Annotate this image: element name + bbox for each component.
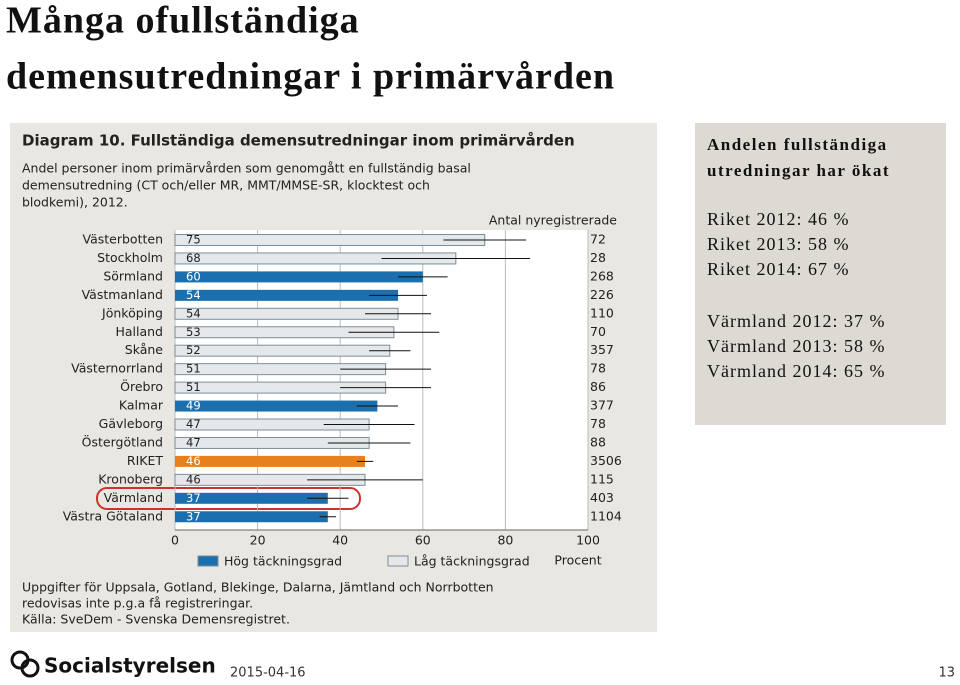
logo-mark <box>10 650 40 678</box>
y-tick-label: Kronoberg <box>98 471 163 486</box>
y-tick-label: RIKET <box>127 453 163 468</box>
bar <box>175 400 378 412</box>
y-tick-label: Sörmland <box>103 268 163 283</box>
count-label: 78 <box>590 416 606 431</box>
x-tick-label: 40 <box>332 533 348 548</box>
bar <box>175 492 328 504</box>
chart-subtitle: blodkemi), 2012. <box>22 195 128 210</box>
x-tick-label: 100 <box>576 533 600 548</box>
y-tick-label: Skåne <box>125 342 164 357</box>
side-heading: utredningar har ökat <box>707 161 890 180</box>
bar <box>174 234 486 246</box>
bar-value-label: 54 <box>186 288 201 302</box>
chart-subtitle: Andel personer inom primärvården som gen… <box>22 161 471 176</box>
count-label: 70 <box>590 324 606 339</box>
y-tick-label: Stockholm <box>97 250 163 265</box>
bar-value-label: 37 <box>186 509 201 523</box>
side-text: Värmland 2014: 65 % <box>707 361 885 381</box>
bar-value-label: 37 <box>186 491 201 505</box>
side-box <box>695 123 946 425</box>
y-tick-label: Gävleborg <box>99 416 163 431</box>
chart-note: Uppgifter för Uppsala, Gotland, Blekinge… <box>22 580 494 595</box>
logo-text: Socialstyrelsen <box>44 654 216 678</box>
legend-swatch <box>387 555 409 567</box>
footer-date: 2015-04-16 <box>230 666 306 681</box>
count-label: 72 <box>590 232 606 247</box>
chart-note: redovisas inte p.g.a få registreringar. <box>22 596 253 611</box>
chart-title: Diagram 10. Fullständiga demensutredning… <box>22 132 575 150</box>
count-label: 115 <box>590 471 614 486</box>
bar-value-label: 49 <box>186 399 201 413</box>
bar-value-label: 52 <box>186 343 201 357</box>
slide-title: Många ofullständiga <box>6 0 360 42</box>
y-tick-label: Västerbotten <box>83 232 163 247</box>
slide-title: demensutredningar i primärvården <box>6 56 615 98</box>
highlight-ring <box>96 487 361 510</box>
bar-value-label: 47 <box>186 435 201 449</box>
x-tick-label: 0 <box>171 533 179 548</box>
side-text: Riket 2013: 58 % <box>707 234 850 254</box>
count-label: 403 <box>590 490 614 505</box>
x-tick-label: 60 <box>415 533 431 548</box>
y-tick-label: Kalmar <box>119 398 164 413</box>
bar-value-label: 75 <box>186 233 201 247</box>
count-label: 357 <box>590 342 614 357</box>
bar <box>175 455 365 467</box>
x-tick-label: 20 <box>250 533 266 548</box>
bar <box>175 511 328 523</box>
y-tick-label: Västra Götaland <box>63 508 163 523</box>
count-label: 28 <box>590 250 606 265</box>
y-tick-label: Örebro <box>120 378 163 394</box>
count-label: 1104 <box>590 508 622 523</box>
count-label: 78 <box>590 361 606 376</box>
count-label: 110 <box>590 305 614 320</box>
x-axis-label: Procent <box>554 553 601 568</box>
legend-label: Låg täckningsgrad <box>414 554 530 569</box>
count-label: 86 <box>590 379 606 394</box>
bar-value-label: 47 <box>186 417 201 431</box>
count-label: 3506 <box>590 453 622 468</box>
y-tick-label: Västmanland <box>82 287 163 302</box>
bar <box>174 344 391 357</box>
y-tick-label: Jönköping <box>101 305 163 320</box>
side-text: Riket 2012: 46 % <box>707 209 850 229</box>
y-tick-label: Västernorrland <box>71 361 163 376</box>
bar-value-label: 51 <box>186 380 201 394</box>
side-text: Riket 2014: 67 % <box>707 259 850 279</box>
side-text: Värmland 2012: 37 % <box>707 311 885 331</box>
legend-label: Hög täckningsgrad <box>224 554 342 569</box>
bar-value-label: 46 <box>186 472 201 486</box>
legend-swatch <box>197 555 219 567</box>
side-heading: Andelen fullständiga <box>707 135 888 154</box>
y-tick-label: Värmland <box>104 490 163 505</box>
chart-subtitle: demensutredning (CT och/eller MR, MMT/MM… <box>22 178 430 193</box>
bar <box>175 271 423 283</box>
side-text: Värmland 2013: 58 % <box>707 336 885 356</box>
y-tick-label: Halland <box>115 324 163 339</box>
count-label: 226 <box>590 287 614 302</box>
bar-value-label: 60 <box>186 269 201 283</box>
bar-value-label: 54 <box>186 306 201 320</box>
count-label: 88 <box>590 434 606 449</box>
bar-value-label: 46 <box>186 454 201 468</box>
count-header: Antal nyregistrerade <box>489 213 617 228</box>
x-tick-label: 80 <box>497 533 513 548</box>
chart-note: Källa: SveDem - Svenska Demensregistret. <box>22 612 290 627</box>
bar-value-label: 68 <box>186 251 201 265</box>
bar-value-label: 53 <box>186 325 201 339</box>
y-tick-label: Östergötland <box>82 433 163 449</box>
bar <box>175 289 399 301</box>
page-number: 13 <box>938 666 955 681</box>
bar <box>174 307 399 320</box>
count-label: 268 <box>590 268 614 283</box>
bar-value-label: 51 <box>186 362 201 376</box>
count-label: 377 <box>590 398 614 413</box>
